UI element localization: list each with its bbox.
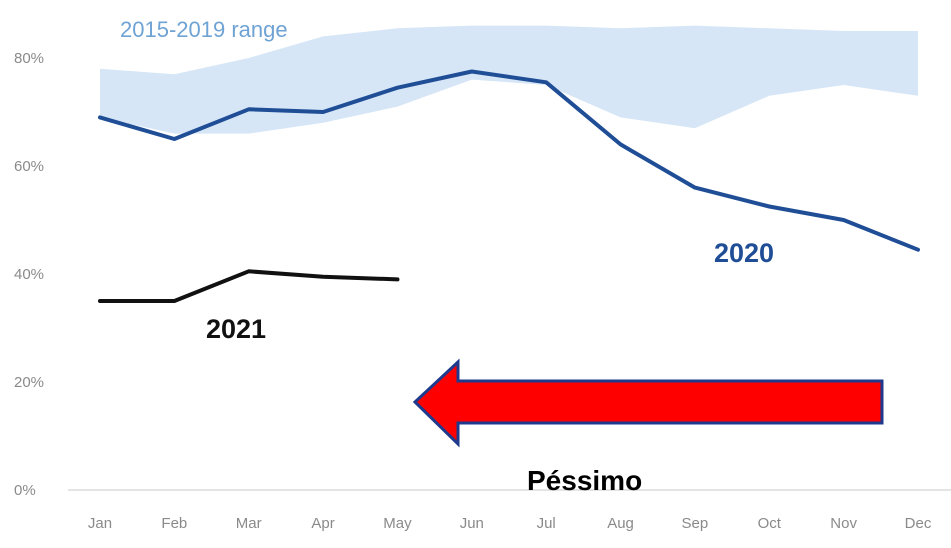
x-tick-labels: Jan Feb Mar Apr May Jun Jul Aug Sep Oct Nov Dec	[88, 515, 932, 532]
x-tick-label: Jul	[537, 515, 556, 532]
x-tick-label: Feb	[161, 515, 187, 532]
x-tick-label: Nov	[830, 515, 857, 532]
range-band-area	[100, 25, 918, 134]
series-line-2021	[98, 269, 400, 303]
annotation-text: Péssimo	[527, 465, 642, 496]
x-tick-label: May	[383, 515, 412, 532]
y-tick-label: 0%	[14, 482, 36, 499]
y-tick-label: 80%	[14, 50, 44, 67]
y-tick-label: 60%	[14, 158, 44, 175]
left-arrow-annotation	[412, 358, 884, 448]
series-label-2021: 2021	[206, 314, 266, 344]
series-line-2020	[98, 69, 920, 252]
x-tick-label: Sep	[682, 515, 709, 532]
x-tick-label: Aug	[607, 515, 634, 532]
series-layer	[98, 69, 920, 303]
x-tick-label: Jan	[88, 515, 112, 532]
y-tick-label: 40%	[14, 266, 44, 283]
y-tick-labels: 0% 20% 40% 60% 80%	[14, 50, 44, 499]
series-label-2020: 2020	[714, 238, 774, 268]
x-tick-label: Mar	[236, 515, 262, 532]
x-tick-label: Dec	[905, 515, 932, 532]
x-tick-label: Oct	[758, 515, 782, 532]
x-tick-label: Jun	[460, 515, 484, 532]
range-band-layer	[100, 25, 918, 134]
x-tick-label: Apr	[311, 515, 334, 532]
range-band-label: 2015-2019 range	[120, 17, 288, 42]
y-tick-label: 20%	[14, 374, 44, 391]
